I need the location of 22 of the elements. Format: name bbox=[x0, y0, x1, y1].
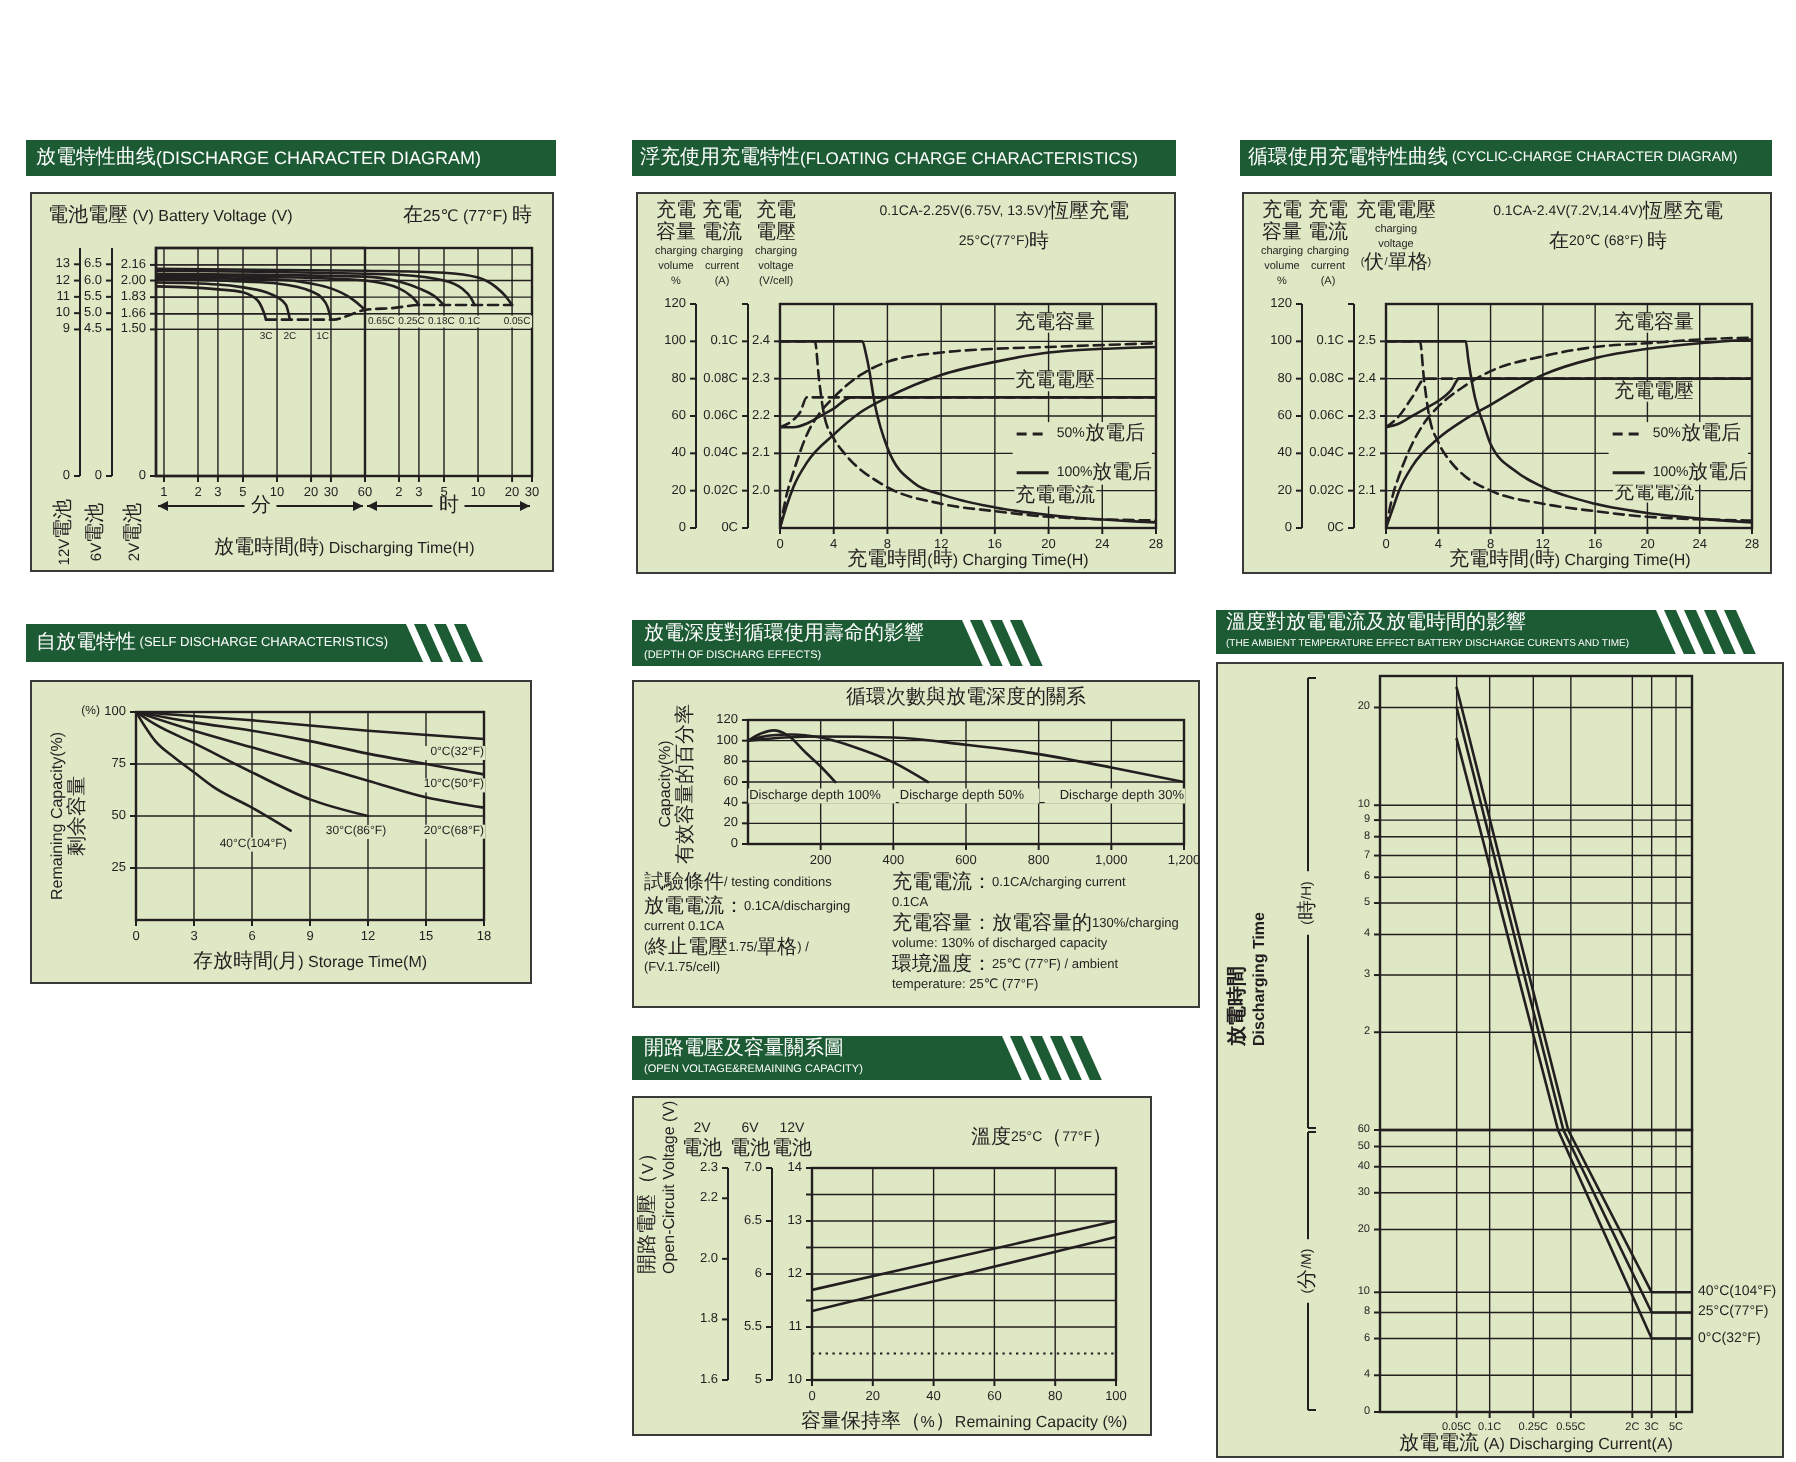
chart-title: 放電特性曲线(DISCHARGE CHARACTER DIAGRAM) bbox=[36, 145, 482, 169]
text: 電池電壓 (V) Battery Voltage (V) bbox=[48, 203, 294, 227]
text: 循環次數與放電深度的關系 bbox=[846, 685, 1086, 709]
x-axis-title: 存放時間(月) Storage Time(M) bbox=[192, 949, 428, 973]
y-axis-title: Remaining Capacity(%) 剩余容量 bbox=[48, 731, 89, 901]
text: 时 bbox=[438, 493, 459, 517]
x-axis-title: 容量保持率（%）Remaining Capacity (%) bbox=[800, 1409, 1129, 1433]
annotation: 充電容量 bbox=[1015, 309, 1096, 334]
x-axis-title: 充電時間(時) Charging Time(H) bbox=[847, 547, 1090, 571]
chart-title: 放電深度對循環使用壽命的影響 bbox=[644, 621, 924, 645]
annotation: 充電電壓 bbox=[1613, 378, 1694, 403]
chart-title: 浮充使用充電特性(FLOATING CHARGE CHARACTERISTICS) bbox=[640, 145, 1139, 169]
text: 在25℃ (77°F) 時 bbox=[402, 203, 532, 227]
chart-title: 溫度對放電電流及放電時間的影響 bbox=[1226, 610, 1526, 634]
chart-title: 開路電壓及容量關系圖 bbox=[644, 1036, 844, 1060]
x-axis-title: 充電時間(時) Charging Time(H) bbox=[1449, 547, 1692, 571]
x-axis-title: 放電時間(時) Discharging Time(H) bbox=[213, 535, 476, 559]
text: 放電時間 Discharging Time bbox=[1225, 910, 1268, 1048]
y-axis-title: Capacity(%) 有效容量的百分率 bbox=[656, 704, 697, 864]
text: 分 bbox=[250, 493, 271, 517]
x-axis-title: 放電電流 (A) Discharging Current(A) bbox=[1399, 1431, 1674, 1455]
annotation: 充電容量 bbox=[1613, 309, 1694, 334]
